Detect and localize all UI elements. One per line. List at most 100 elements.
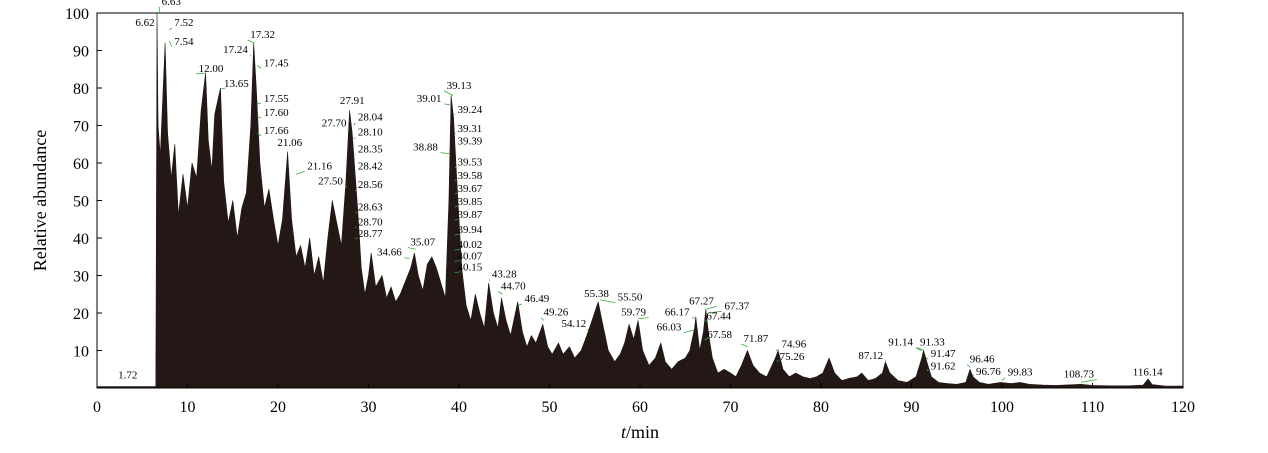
peak-label: 27.50 [318,175,343,187]
peak-label: 39.94 [457,224,482,236]
x-tick-label: 0 [93,399,101,416]
peak-label: 1.72 [118,370,137,382]
x-axis: 0 10 20 30 40 50 60 70 80 90 100 110 120 [93,383,1195,416]
peak-label: 6.62 [135,17,154,29]
peak-leader-line [404,257,410,260]
peak-leader-line [295,170,305,175]
peak-leader-line [740,343,748,348]
y-tick-label: 60 [73,156,89,173]
peak-leader-line [353,122,356,126]
peak-label: 28.77 [358,228,383,240]
peak-leader-line [247,39,255,44]
peak-leader-line [926,369,929,372]
peak-label: 91.14 [888,337,913,349]
peak-label: 43.28 [492,268,517,280]
peak-leader-line [917,347,925,351]
peak-leader-line [257,102,262,105]
y-tick-label: 30 [73,269,89,286]
peak-leader-line [169,40,173,48]
peak-label: 67.27 [689,295,714,307]
peak-label: 108.73 [1064,369,1095,381]
plot-area [96,12,1184,389]
peak-leader-line [256,65,262,69]
peak-leader-line [443,90,453,96]
x-axis-title: t/min [621,422,659,442]
peak-label: 54.12 [562,318,587,330]
peak-label: 17.60 [264,107,289,119]
peak-label: 91.33 [920,337,945,349]
peak-label: 67.44 [706,310,731,322]
y-tick-label: 50 [73,194,89,211]
peak-label: 91.47 [931,348,956,360]
peak-leader-line [1080,379,1097,383]
peak-leader-line [1001,377,1006,381]
peak-label: 66.17 [665,307,690,319]
peak-label: 39.67 [457,183,482,195]
y-axis-title: Relative abundance [30,130,50,271]
peak-label: 28.35 [358,144,383,156]
x-tick-label: 40 [451,399,467,416]
peak-label: 116.14 [1133,367,1163,379]
peak-leader-line [518,303,523,306]
peak-label: 28.04 [358,112,383,124]
x-axis-title-unit: /min [626,422,659,442]
peak-label: 67.37 [724,300,749,312]
peak-leader-line [353,137,356,139]
peak-label: 55.38 [584,288,609,300]
y-tick-label: 100 [65,6,89,23]
x-tick-label: 30 [361,399,377,416]
peak-label: 17.45 [264,57,289,69]
peak-label: 27.91 [340,95,365,107]
peak-label: 66.03 [657,322,682,334]
peak-label: 17.55 [264,93,289,105]
peak-label: 39.39 [457,135,482,147]
peak-label: 71.87 [743,333,768,345]
y-tick-label: 70 [73,119,89,136]
peak-leader-line [354,189,357,192]
peak-leader-line [966,364,971,368]
peak-leader-line [884,359,887,361]
peak-label: 39.31 [457,123,482,135]
peak-label: 21.06 [277,137,302,149]
peak-label: 55.50 [618,292,643,304]
peak-label: 49.26 [543,307,568,319]
peak-label: 12.00 [199,63,224,75]
peak-leader-line [407,247,416,250]
peak-leader-line [256,132,262,137]
peak-label: 96.46 [970,354,995,366]
peak-label: 38.88 [413,142,438,154]
peak-label: 59.79 [621,307,646,319]
peak-label: 39.24 [457,104,482,116]
peak-label: 17.66 [264,125,289,137]
x-tick-label: 20 [270,399,286,416]
peak-leader-line [540,317,545,321]
peak-label: 28.63 [358,202,383,214]
peak-leader-line [498,291,503,295]
peak-leader-line [355,237,358,240]
x-axis-title-symbol: t [621,422,627,442]
peak-label: 74.96 [781,339,806,351]
peak-label: 7.54 [174,36,194,48]
peak-label: 40.15 [457,262,482,274]
x-tick-label: 10 [180,399,196,416]
peak-leader-line [587,328,590,331]
peak-leader-line [454,205,459,208]
peak-label: 35.07 [410,237,435,249]
peak-leader-line [915,347,922,351]
peak-leader-line [454,248,460,251]
peak-label: 39.58 [457,170,482,182]
peak-label: 13.65 [224,78,249,90]
peak-label: 40.02 [457,239,482,251]
y-tick-label: 80 [73,81,89,98]
peak-label: 6.63 [162,0,182,8]
x-tick-label: 70 [723,399,739,416]
peak-leader-line [703,320,708,322]
peak-leader-line [638,317,649,320]
peak-leader-line [454,132,456,135]
peak-leader-line [454,192,458,195]
peak-label: 21.16 [307,160,332,172]
peak-label: 96.76 [976,366,1001,378]
y-tick-label: 90 [73,44,89,61]
